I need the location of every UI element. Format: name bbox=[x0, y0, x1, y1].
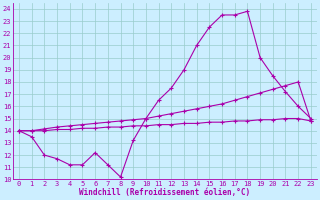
X-axis label: Windchill (Refroidissement éolien,°C): Windchill (Refroidissement éolien,°C) bbox=[79, 188, 251, 197]
